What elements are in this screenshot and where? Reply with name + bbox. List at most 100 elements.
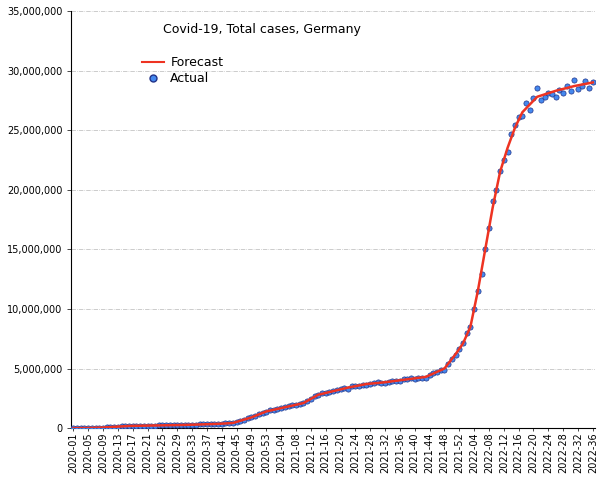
Actual — [269, 406, 278, 413]
Actual — [150, 421, 160, 429]
Actual — [558, 89, 568, 97]
Actual — [317, 390, 327, 397]
Actual — [239, 416, 249, 423]
Actual — [517, 112, 527, 120]
Actual — [254, 410, 264, 418]
Actual — [202, 420, 212, 428]
Line: Forecast: Forecast — [73, 83, 593, 428]
Actual — [458, 339, 468, 347]
Actual — [329, 387, 338, 395]
Actual — [273, 405, 283, 413]
Forecast — [523, 106, 530, 111]
Actual — [503, 148, 512, 156]
Actual — [417, 374, 427, 382]
Legend: Forecast, Actual: Forecast, Actual — [138, 53, 227, 89]
Actual — [284, 403, 293, 410]
Actual — [80, 424, 90, 432]
Forecast — [73, 425, 80, 431]
Actual — [98, 424, 108, 432]
Actual — [162, 421, 171, 429]
Actual — [276, 405, 286, 412]
Actual — [543, 89, 553, 96]
Actual — [91, 424, 100, 432]
Actual — [406, 374, 416, 382]
Actual — [336, 385, 345, 393]
Actual — [477, 270, 486, 277]
Actual — [217, 420, 227, 428]
Actual — [172, 421, 182, 429]
Actual — [306, 395, 316, 403]
Actual — [228, 419, 238, 427]
Actual — [462, 329, 471, 337]
Actual — [258, 409, 267, 417]
Actual — [120, 422, 130, 430]
Actual — [588, 78, 598, 85]
Actual — [139, 422, 149, 430]
Actual — [569, 76, 579, 84]
Actual — [573, 84, 583, 92]
Actual — [128, 422, 137, 430]
Actual — [213, 420, 223, 428]
Actual — [529, 95, 538, 102]
Actual — [243, 415, 252, 422]
Actual — [187, 421, 197, 429]
Actual — [358, 381, 368, 388]
Actual — [321, 389, 330, 396]
Actual — [566, 87, 575, 95]
Forecast — [99, 425, 106, 431]
Forecast — [589, 80, 597, 85]
Actual — [499, 156, 509, 164]
Actual — [432, 368, 442, 376]
Actual — [540, 93, 549, 100]
Actual — [547, 90, 557, 98]
Actual — [506, 130, 516, 138]
Actual — [428, 370, 438, 377]
Actual — [365, 380, 375, 388]
Actual — [447, 356, 457, 363]
Actual — [299, 399, 309, 407]
Actual — [536, 96, 546, 103]
Actual — [525, 106, 535, 114]
Actual — [388, 377, 397, 384]
Actual — [440, 366, 450, 373]
Actual — [510, 121, 520, 129]
Actual — [176, 421, 186, 429]
Actual — [355, 382, 364, 389]
Actual — [313, 391, 323, 398]
Actual — [347, 383, 356, 390]
Actual — [250, 412, 260, 420]
Actual — [124, 422, 134, 430]
Actual — [302, 397, 312, 405]
Actual — [376, 379, 386, 387]
Actual — [495, 167, 505, 175]
Actual — [198, 420, 208, 428]
Actual — [209, 420, 219, 428]
Actual — [280, 404, 290, 411]
Actual — [324, 388, 334, 396]
Actual — [332, 386, 342, 394]
Actual — [451, 351, 460, 359]
Actual — [169, 421, 178, 429]
Actual — [117, 422, 126, 430]
Actual — [206, 420, 215, 428]
Actual — [247, 414, 257, 421]
Actual — [436, 367, 445, 374]
Actual — [87, 424, 97, 432]
Actual — [395, 377, 405, 384]
Actual — [110, 423, 119, 431]
Actual — [295, 400, 304, 408]
Actual — [514, 113, 523, 121]
Actual — [165, 421, 175, 429]
Actual — [562, 82, 572, 90]
Actual — [384, 378, 394, 386]
Actual — [555, 86, 564, 94]
Actual — [551, 93, 561, 101]
Actual — [102, 423, 111, 431]
Actual — [443, 360, 453, 368]
Actual — [473, 288, 483, 295]
Actual — [183, 421, 193, 429]
Actual — [410, 375, 420, 383]
Actual — [373, 378, 382, 386]
Actual — [454, 345, 464, 353]
Forecast — [563, 85, 571, 91]
